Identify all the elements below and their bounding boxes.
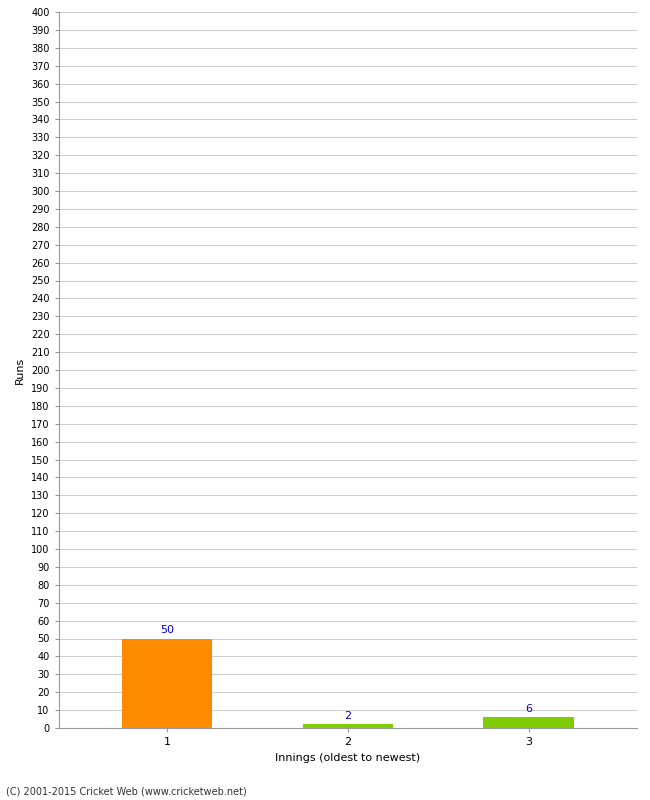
Text: 2: 2 xyxy=(344,711,351,721)
Bar xyxy=(302,725,393,728)
X-axis label: Innings (oldest to newest): Innings (oldest to newest) xyxy=(275,753,421,762)
Bar xyxy=(122,638,212,728)
Text: 6: 6 xyxy=(525,704,532,714)
Y-axis label: Runs: Runs xyxy=(16,356,25,384)
Bar xyxy=(484,718,574,728)
Text: (C) 2001-2015 Cricket Web (www.cricketweb.net): (C) 2001-2015 Cricket Web (www.cricketwe… xyxy=(6,786,247,796)
Text: 50: 50 xyxy=(160,625,174,635)
